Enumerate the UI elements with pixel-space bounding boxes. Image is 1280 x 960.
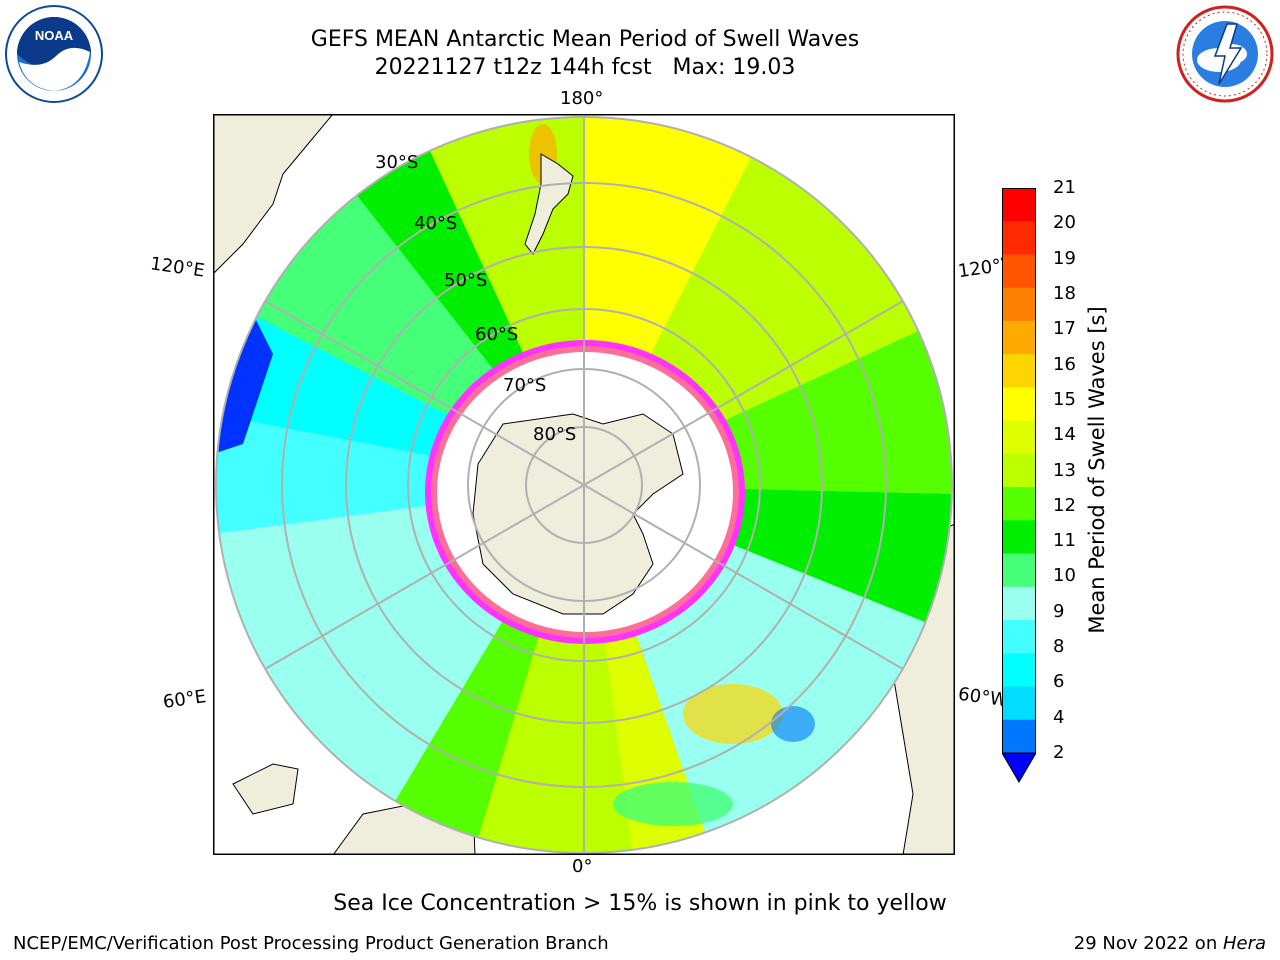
- colorbar-segment: [1002, 354, 1036, 388]
- lat-label-80s: 80°S: [533, 424, 577, 445]
- new-zealand-land: [524, 153, 574, 255]
- colorbar-tick-label: 10: [1053, 565, 1076, 587]
- colorbar-tick-label: 16: [1053, 353, 1076, 375]
- madagascar-land: [232, 763, 299, 815]
- nws-logo: [1176, 5, 1274, 103]
- lat-label-30s: 30°S: [375, 152, 419, 173]
- chart-subtitle: 20221127 t12z 144h fcst Max: 19.03: [374, 55, 796, 80]
- lat-label-70s: 70°S: [503, 375, 547, 396]
- lon-label-0: 0°: [572, 856, 593, 877]
- colorbar-segment: [1002, 553, 1036, 588]
- lat-label-40s: 40°S: [414, 213, 458, 234]
- colorbar-tick-label: 19: [1053, 247, 1076, 269]
- colorbar-tick-label: 12: [1053, 494, 1076, 516]
- polar-map: [213, 114, 955, 855]
- svg-text:NOAA: NOAA: [35, 28, 74, 43]
- colorbar-segment: [1002, 420, 1036, 455]
- colorbar-tick-label: 18: [1053, 282, 1076, 304]
- colorbar-segment: [1002, 287, 1036, 322]
- noaa-logo: NOAA: [5, 5, 103, 103]
- colorbar-segment: [1002, 586, 1036, 621]
- lon-label-60e: 60°E: [161, 686, 208, 713]
- lon-label-120e: 120°E: [148, 253, 206, 282]
- colorbar-segment: [1002, 221, 1036, 255]
- colorbar-tick-label: 2: [1053, 742, 1065, 763]
- lat-label-60s: 60°S: [475, 324, 519, 345]
- colorbar-frame: [1002, 188, 1036, 754]
- colorbar-tick-label: 13: [1053, 459, 1076, 481]
- lon-label-180: 180°: [560, 88, 604, 109]
- antarctica-land: [472, 413, 684, 615]
- date-text: 29 Nov 2022 on: [1073, 933, 1223, 954]
- colorbar-segment: [1002, 188, 1036, 222]
- lat-label-50s: 50°S: [444, 270, 488, 291]
- colorbar-tick-label: 20: [1053, 212, 1076, 234]
- colorbar-title: Mean Period of Swell Waves [s]: [1085, 306, 1109, 634]
- colorbar: [1002, 188, 1036, 783]
- chart-title: GEFS MEAN Antarctic Mean Period of Swell…: [310, 27, 860, 52]
- australia-land: [213, 114, 334, 275]
- colorbar-tick-label: 15: [1053, 388, 1076, 410]
- colorbar-segment: [1002, 653, 1036, 688]
- colorbar-segment: [1002, 719, 1036, 754]
- colorbar-tick-label: 21: [1053, 177, 1076, 198]
- colorbar-segment: [1002, 320, 1036, 355]
- date-footer: 29 Nov 2022 on Hera: [1074, 933, 1266, 954]
- colorbar-segment: [1002, 254, 1036, 289]
- credit-footer: NCEP/EMC/Verification Post Processing Pr…: [13, 933, 609, 954]
- colorbar-segment: [1002, 453, 1036, 488]
- colorbar-tick-label: 6: [1053, 671, 1065, 693]
- colorbar-tick-label: 4: [1053, 706, 1065, 728]
- colorbar-tick-label: 17: [1053, 318, 1076, 340]
- colorbar-segment: [1002, 487, 1036, 521]
- colorbar-segment: [1002, 686, 1036, 721]
- colorbar-tick-label: 8: [1053, 636, 1065, 658]
- colorbar-tick-label: 9: [1053, 600, 1065, 622]
- colorbar-tick-label: 14: [1053, 424, 1076, 446]
- colorbar-segment: [1002, 520, 1036, 555]
- colorbar-segment: [1002, 620, 1036, 654]
- colorbar-segment: [1002, 387, 1036, 422]
- host-name: Hera: [1222, 933, 1266, 954]
- sea-ice-caption: Sea Ice Concentration > 15% is shown in …: [333, 891, 947, 916]
- colorbar-tick-label: 11: [1053, 530, 1076, 552]
- colorbar-extend-arrow: [1002, 752, 1036, 783]
